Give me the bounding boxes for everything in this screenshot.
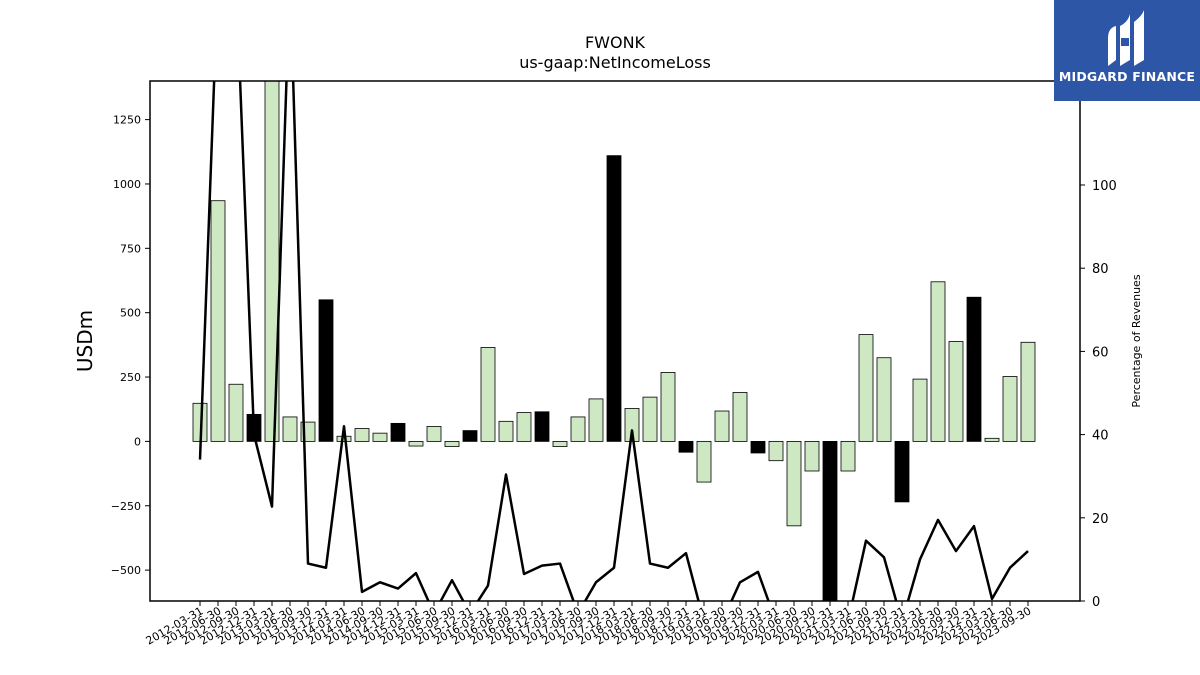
x-axis: 2012-03-312012-06-302012-09-302012-12-31… xyxy=(144,601,1034,648)
bar xyxy=(948,341,964,442)
y2-tick-label: 80 xyxy=(1092,262,1109,277)
bar xyxy=(1020,341,1036,442)
bar xyxy=(696,440,712,483)
y2-tick-label: 60 xyxy=(1092,345,1109,360)
bar xyxy=(372,432,388,442)
bar xyxy=(822,440,838,601)
logo-mark-icon xyxy=(1108,10,1144,66)
y-axis-right: 0 20 40 60 80 100 xyxy=(1080,179,1117,610)
y2-tick-label: 40 xyxy=(1092,429,1109,444)
bar xyxy=(462,430,478,442)
bar xyxy=(876,357,892,442)
bar xyxy=(408,440,424,447)
bar xyxy=(552,440,568,447)
bar xyxy=(588,398,604,442)
bar xyxy=(984,437,1000,442)
bar xyxy=(390,422,406,442)
chart-subtitle: us-gaap:NetIncomeLoss xyxy=(519,53,711,72)
line-series xyxy=(198,81,1029,601)
bar xyxy=(786,440,802,527)
bar xyxy=(804,440,820,472)
y2-tick-label: 20 xyxy=(1092,512,1109,527)
bar xyxy=(480,347,496,442)
bar xyxy=(624,408,640,442)
y-tick-label: 500 xyxy=(120,307,141,320)
bar xyxy=(930,281,946,442)
bar xyxy=(318,299,334,442)
y-axis-label: USDm xyxy=(73,310,97,372)
y-tick-label: 750 xyxy=(120,242,141,255)
y2-tick-label: 100 xyxy=(1092,179,1117,194)
plot-frame xyxy=(149,80,1081,602)
bar xyxy=(570,416,586,442)
bar xyxy=(1002,376,1018,442)
bar xyxy=(858,334,874,442)
bar xyxy=(912,378,928,442)
bar xyxy=(660,372,676,442)
y-tick-label: 0 xyxy=(134,435,141,448)
bar xyxy=(264,81,280,442)
y-tick-label: −250 xyxy=(111,500,141,513)
bar xyxy=(768,440,784,462)
y-tick-label: 1250 xyxy=(113,114,141,127)
y-tick-label: 250 xyxy=(120,371,141,384)
revenue-percentage-line xyxy=(198,81,1029,601)
bar-series xyxy=(192,81,1036,601)
bar xyxy=(210,200,226,442)
chart-title: FWONK xyxy=(585,33,646,52)
y-axis-left: −500 −250 0 250 500 750 1000 1250 xyxy=(111,114,150,577)
y2-tick-label: 0 xyxy=(1092,595,1100,610)
bar xyxy=(516,412,532,442)
y-tick-label: −500 xyxy=(111,564,141,577)
bar xyxy=(534,411,550,442)
bar xyxy=(228,383,244,442)
bar xyxy=(966,296,982,442)
brand-logo: MIDGARD FINANCE xyxy=(1054,0,1200,101)
bar xyxy=(444,440,460,447)
bar xyxy=(282,416,298,442)
bar xyxy=(606,155,622,442)
bar xyxy=(732,392,748,442)
bar xyxy=(750,440,766,454)
y-tick-label: 1000 xyxy=(113,178,141,191)
y2-axis-label: Percentage of Revenues xyxy=(1130,274,1143,407)
bar xyxy=(498,420,514,442)
bar xyxy=(426,426,442,442)
bar xyxy=(894,440,910,503)
bar xyxy=(714,410,730,442)
bar xyxy=(678,440,694,453)
bar xyxy=(840,440,856,472)
logo-text: MIDGARD FINANCE xyxy=(1058,69,1196,84)
bar xyxy=(354,428,370,442)
bar xyxy=(642,396,658,442)
